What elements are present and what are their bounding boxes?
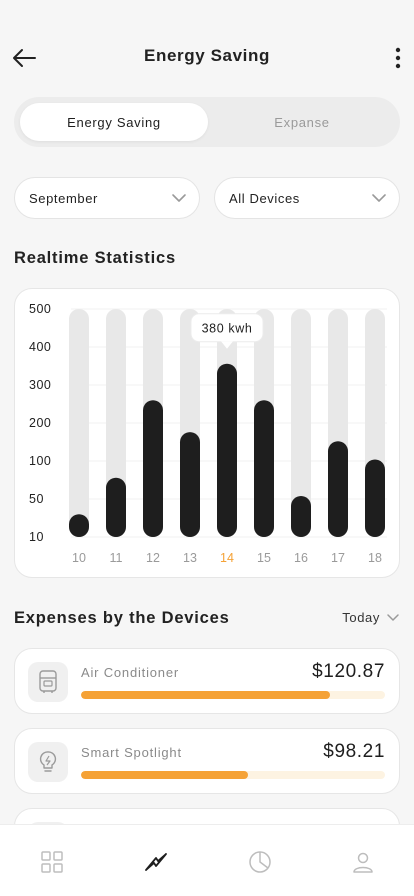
- profile-icon: [353, 852, 373, 873]
- air-conditioner-icon: [39, 670, 57, 693]
- x-tick-label: 11: [110, 551, 123, 565]
- more-options-button[interactable]: [386, 42, 410, 74]
- tab-dashboard[interactable]: [37, 847, 67, 877]
- bar-chart: 500 400 300 200 100 50 10 10 11 12 13 14 15 16 17 18 380…: [29, 302, 387, 565]
- tab-expanse[interactable]: Expanse: [274, 114, 330, 130]
- tooltip-label: 380 kwh: [202, 322, 253, 336]
- usage-progress-fill: [81, 771, 249, 779]
- device-amount: $98.21: [323, 741, 385, 762]
- devices-select-value: All Devices: [229, 190, 300, 206]
- period-filter[interactable]: Today: [342, 610, 400, 625]
- x-tick-label: 10: [72, 551, 86, 565]
- bar: [106, 477, 126, 537]
- back-button[interactable]: [8, 42, 40, 74]
- y-tick-label: 300: [29, 378, 51, 392]
- lightbulb-icon: [39, 751, 57, 772]
- section-title-expenses: Expenses by the Devices: [14, 609, 230, 627]
- chevron-down-icon: [387, 614, 399, 621]
- bar: [328, 441, 348, 537]
- device-name: Air Conditioner: [81, 665, 179, 680]
- month-select-value: September: [29, 190, 98, 206]
- bar: [291, 495, 311, 537]
- y-tick-label: 400: [29, 340, 51, 354]
- bar: [254, 400, 274, 537]
- tab-statistics[interactable]: [245, 847, 275, 877]
- bar: [217, 363, 237, 537]
- device-icon-box: [28, 662, 68, 702]
- bottom-tab-bar: [0, 824, 414, 896]
- device-card-smart-spotlight[interactable]: Smart Spotlight $98.21: [14, 728, 400, 794]
- bar: [365, 459, 385, 537]
- more-vertical-icon: [395, 47, 401, 69]
- bar: [143, 400, 163, 537]
- header: Energy Saving: [0, 36, 414, 80]
- stats-chart-card: 500 400 300 200 100 50 10 10 11 12 13 14 15 16 17 18 380…: [14, 288, 400, 578]
- x-tick-label: 16: [294, 551, 308, 565]
- bar-track: [69, 309, 89, 537]
- chevron-down-icon: [172, 194, 186, 202]
- x-tick-label: 12: [146, 551, 160, 565]
- y-tick-label: 200: [29, 416, 51, 430]
- x-tick-label: 14: [220, 551, 234, 565]
- devices-select[interactable]: All Devices: [214, 177, 400, 219]
- x-tick-label: 17: [331, 551, 345, 565]
- x-tick-label: 13: [183, 551, 197, 565]
- device-name: Smart Spotlight: [81, 745, 182, 760]
- x-tick-label: 15: [257, 551, 271, 565]
- device-amount: $120.87: [312, 661, 385, 682]
- chevron-down-icon: [372, 194, 386, 202]
- tab-profile[interactable]: [348, 847, 378, 877]
- period-filter-label: Today: [342, 610, 380, 625]
- usage-progress-track: [81, 771, 385, 779]
- device-icon-box: [28, 742, 68, 782]
- pie-chart-icon: [249, 851, 271, 873]
- grid-icon: [41, 851, 63, 873]
- tooltip-pointer: [221, 341, 233, 349]
- month-select[interactable]: September: [14, 177, 200, 219]
- energy-icon: [145, 853, 167, 871]
- tab-energy[interactable]: [141, 847, 171, 877]
- tab-energy-saving[interactable]: Energy Saving: [20, 103, 208, 141]
- usage-progress-track: [81, 691, 385, 699]
- bar: [180, 432, 200, 537]
- y-tick-label: 10: [29, 530, 44, 544]
- x-tick-label: 18: [368, 551, 382, 565]
- back-arrow-icon: [13, 49, 36, 67]
- section-title-realtime: Realtime Statistics: [14, 249, 176, 267]
- usage-progress-fill: [81, 691, 331, 699]
- y-tick-label: 500: [29, 302, 51, 316]
- device-card-air-conditioner[interactable]: Air Conditioner $120.87: [14, 648, 400, 714]
- y-tick-label: 100: [29, 454, 51, 468]
- bar: [69, 514, 89, 537]
- segmented-control: Energy Saving Expanse: [14, 97, 400, 147]
- y-tick-label: 50: [29, 492, 44, 506]
- page-title: Energy Saving: [144, 46, 270, 65]
- bar-track: [291, 309, 311, 537]
